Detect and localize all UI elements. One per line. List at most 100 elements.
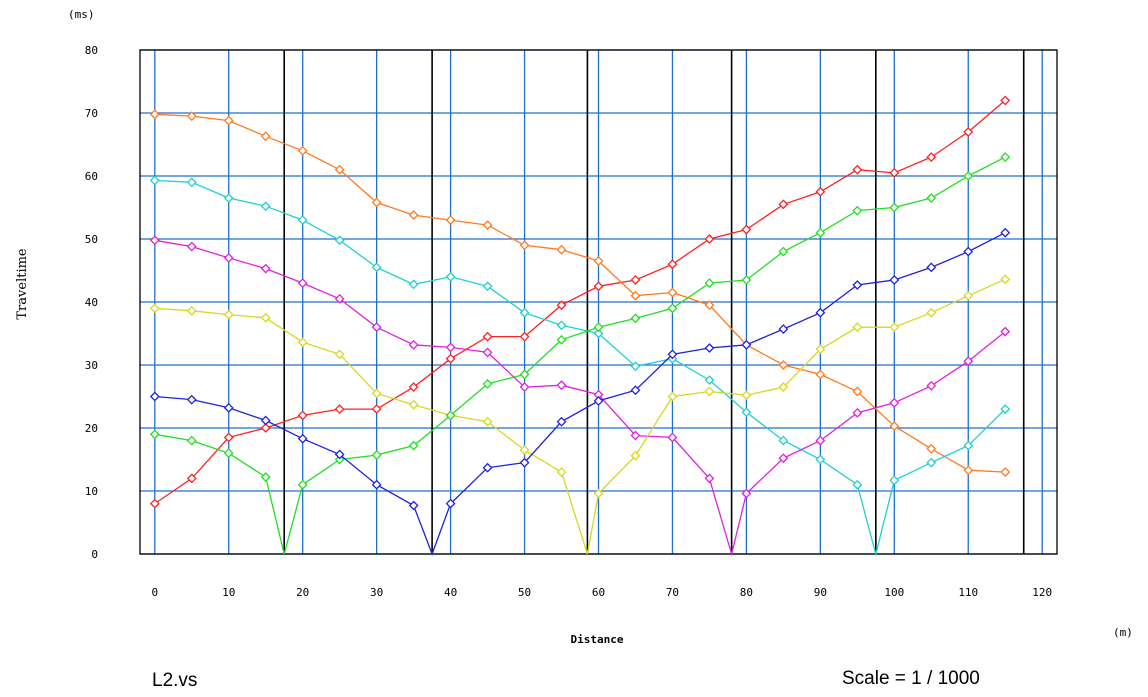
data-point — [334, 349, 345, 360]
data-point — [297, 337, 308, 348]
data-point — [963, 290, 974, 301]
x-tick-label: 100 — [884, 586, 904, 599]
data-point — [260, 312, 271, 323]
data-point — [186, 305, 197, 316]
data-point — [889, 475, 900, 486]
data-point — [482, 462, 493, 473]
data-point — [408, 339, 419, 350]
data-point — [445, 215, 456, 226]
data-point — [408, 500, 419, 511]
file-name-label: L2.vs — [152, 670, 198, 691]
data-point — [889, 322, 900, 333]
plot-frame — [139, 49, 1058, 555]
data-point — [223, 252, 234, 263]
shot-lines — [283, 50, 1025, 554]
series-1 — [149, 95, 1011, 509]
data-point — [260, 423, 271, 433]
data-point — [852, 386, 863, 397]
data-point — [260, 201, 271, 212]
data-point — [371, 322, 382, 333]
data-point — [519, 382, 530, 392]
data-point — [371, 479, 382, 490]
data-point — [186, 241, 197, 252]
data-point — [149, 303, 160, 314]
data-point — [519, 240, 530, 251]
data-point — [667, 432, 678, 443]
data-point — [704, 386, 715, 397]
data-point — [963, 356, 974, 367]
data-point — [630, 385, 641, 396]
data-point — [519, 457, 530, 468]
data-point — [593, 395, 604, 406]
data-point — [815, 307, 826, 318]
data-point — [926, 443, 937, 454]
data-point — [186, 177, 197, 188]
data-point — [445, 410, 456, 421]
data-point — [482, 378, 493, 389]
data-point — [889, 167, 900, 178]
data-point — [778, 199, 789, 210]
data-point — [593, 256, 604, 266]
y-unit-label: (ms) — [68, 8, 95, 21]
data-point — [815, 454, 826, 465]
data-point — [482, 281, 493, 292]
data-point — [556, 380, 567, 391]
data-point — [815, 369, 826, 380]
data-point — [223, 193, 234, 203]
y-tick-label: 0 — [91, 548, 98, 561]
data-point — [815, 435, 826, 446]
data-point — [963, 465, 974, 476]
data-point — [741, 488, 752, 499]
data-point — [630, 313, 641, 324]
data-point — [445, 271, 456, 282]
data-point — [667, 259, 678, 270]
data-point — [260, 415, 271, 426]
data-point — [260, 263, 271, 274]
y-tick-label: 80 — [85, 44, 98, 57]
y-tick-label: 50 — [85, 233, 98, 246]
x-unit-label: (m) — [1113, 626, 1133, 639]
data-point — [815, 344, 826, 355]
y-tick-labels: 0 10 20 30 40 50 60 70 80 — [85, 44, 98, 561]
data-point — [778, 246, 789, 257]
data-point — [630, 361, 641, 372]
data-point — [519, 445, 530, 455]
data-point — [371, 197, 382, 208]
data-point — [186, 473, 197, 484]
data-point — [223, 115, 234, 126]
series-7 — [149, 227, 1011, 556]
x-tick-label: 80 — [740, 586, 753, 599]
data-point — [186, 435, 197, 446]
data-point — [741, 407, 752, 418]
data-point — [334, 449, 345, 460]
data-point — [778, 382, 789, 392]
series-6 — [149, 152, 1011, 555]
data-point — [630, 450, 641, 461]
data-point — [704, 234, 715, 244]
data-point — [963, 246, 974, 257]
data-point — [741, 224, 752, 235]
data-point — [408, 399, 419, 410]
data-point — [149, 429, 160, 440]
data-point — [1000, 274, 1011, 285]
data-point — [482, 331, 493, 342]
data-point — [334, 235, 345, 246]
series-line — [154, 113, 1006, 473]
data-point — [704, 375, 715, 386]
grid — [139, 49, 1058, 555]
x-tick-label: 20 — [296, 586, 309, 599]
data-point — [926, 262, 937, 273]
data-point — [630, 290, 641, 301]
data-point — [963, 126, 974, 137]
data-point — [519, 307, 530, 318]
data-point — [556, 467, 567, 478]
data-point — [778, 324, 789, 335]
data-point — [519, 369, 530, 380]
data-point — [149, 175, 160, 186]
x-tick-label: 40 — [444, 586, 457, 599]
data-point — [149, 109, 160, 120]
data-point — [926, 307, 937, 318]
data-point — [593, 488, 604, 499]
y-tick-label: 60 — [85, 170, 98, 183]
